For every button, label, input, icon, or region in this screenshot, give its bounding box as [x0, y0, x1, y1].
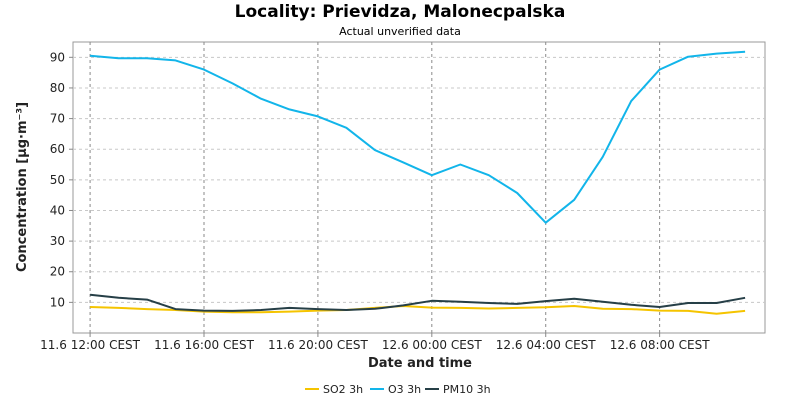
legend-item: SO2 3h	[305, 383, 363, 396]
y-axis-label: Concentration [µg·m⁻³]	[15, 102, 30, 272]
y-tick-label: 90	[50, 50, 65, 64]
y-tick-label: 30	[50, 234, 65, 248]
y-tick-label: 10	[50, 295, 65, 309]
legend-item: O3 3h	[370, 383, 421, 396]
y-axis-ticks: 10 20 30 40 50 60 70 80 90	[50, 50, 73, 309]
x-axis-ticks: 11.6 12:00 CEST 11.6 16:00 CEST 11.6 20:00…	[40, 333, 710, 352]
chart-subtitle: Actual unverified data	[339, 25, 461, 38]
x-tick-label: 11.6 16:00 CEST	[154, 338, 255, 352]
y-tick-label: 20	[50, 265, 65, 279]
series-line-pm10	[89, 293, 746, 312]
y-tick-label: 50	[50, 173, 65, 187]
legend-label: PM10 3h	[443, 383, 491, 396]
plot-area	[72, 41, 766, 334]
legend: SO2 3h O3 3h PM10 3h	[305, 383, 491, 396]
x-tick-label: 11.6 20:00 CEST	[268, 338, 369, 352]
x-tick-label: 12.6 08:00 CEST	[610, 338, 711, 352]
chart-title: Locality: Prievidza, Malonecpalska	[235, 2, 566, 22]
y-tick-label: 80	[50, 81, 65, 95]
series-lines	[89, 50, 746, 315]
legend-label: O3 3h	[388, 383, 421, 396]
series-line-o3	[90, 50, 746, 224]
gridlines	[73, 42, 765, 333]
x-axis-label: Date and time	[368, 356, 472, 371]
y-tick-label: 40	[50, 203, 65, 217]
x-tick-label: 11.6 12:00 CEST	[40, 338, 141, 352]
y-tick-label: 60	[50, 142, 65, 156]
y-tick-label: 70	[50, 112, 65, 126]
legend-label: SO2 3h	[323, 383, 363, 396]
x-tick-label: 12.6 00:00 CEST	[382, 338, 483, 352]
legend-item: PM10 3h	[425, 383, 491, 396]
x-tick-label: 12.6 04:00 CEST	[496, 338, 597, 352]
